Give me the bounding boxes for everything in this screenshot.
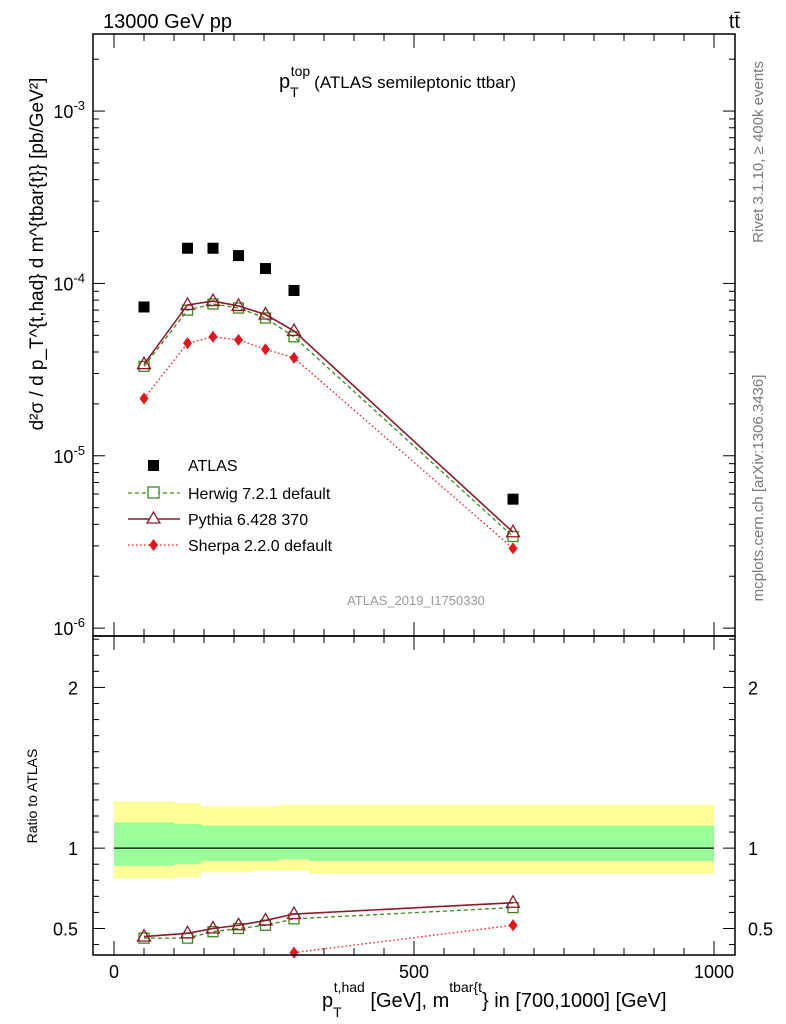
main-y-tick-label: 10-4 [53,270,85,294]
legend-label-herwig: Herwig 7.2.1 default [188,486,331,503]
ratio-point-herwig [207,926,219,938]
ratio-line-pythia [143,901,514,938]
ratio-point-pythia [179,924,196,939]
main-point-sherpa [139,392,149,405]
process-label: tt̄ [729,11,741,33]
main-y-axis-label: d²σ / d p_T^{t,had} d m^{tbar{t}} [pb/Ge… [27,78,48,431]
ratio-y-tick-label: 2 [68,678,78,698]
main-point-atlas [260,263,271,275]
main-y-tick-label: 10-3 [53,98,85,122]
x-tick-label: 500 [399,962,429,982]
ratio-point-herwig [232,922,245,935]
data-series [136,242,521,959]
legend-marker-atlas [148,460,159,471]
main-point-sherpa [508,542,518,555]
legend-entry-atlas: ATLAS [148,458,238,475]
green-band-segment [279,825,309,860]
main-series-sherpa [139,330,518,555]
green-band-segment [174,824,201,865]
main-point-sherpa [183,337,192,350]
main-point-atlas [138,301,150,313]
main-point-pythia [505,523,521,538]
main-y-tick-label: 10-6 [53,615,85,639]
main-point-pythia [205,292,221,307]
mcplots-label: mcplots.cern.ch [arXiv:1306.3436] [750,375,767,602]
main-line-pythia [143,300,514,533]
green-band-segment [309,825,714,861]
main-point-pythia [257,306,274,320]
legend: ATLAS Herwig 7.2.1 default Pythia 6.428 … [128,458,333,555]
main-point-atlas [288,284,300,296]
green-band-segment [114,822,174,866]
main-point-pythia [230,297,247,312]
legend-marker-sherpa [149,539,158,551]
legend-label-sherpa: Sherpa 2.2.0 default [188,538,333,555]
ratio-series-pythia [136,894,521,942]
main-line-herwig [143,303,514,537]
x-tick-label: 0 [109,962,119,982]
main-point-sherpa [261,343,270,356]
main-series-herwig [138,298,519,543]
main-point-sherpa [208,330,218,343]
main-series-atlas [138,242,519,505]
legend-entry-herwig: Herwig 7.2.1 default [128,486,331,503]
legend-entry-sherpa: Sherpa 2.2.0 default [128,538,333,555]
x-tick-label: 1000 [694,962,734,982]
ratio-series-herwig [138,901,519,944]
rivet-label: Rivet 3.1.10, ≥ 400k events [750,61,767,243]
main-point-atlas [207,242,219,254]
green-band-segment [201,825,225,861]
ratio-point-pythia [257,912,274,926]
main-point-pythia [179,296,196,311]
legend-marker-herwig [147,486,160,499]
main-point-atlas [507,493,519,505]
ratio-point-pythia [205,920,221,934]
ratio-point-pythia [136,928,152,942]
main-point-atlas [182,242,193,254]
legend-marker-pythia [145,510,162,524]
legend-label-atlas: ATLAS [188,458,238,475]
main-series-pythia [136,292,521,538]
ratio-plot-frame [92,635,736,956]
main-point-atlas [233,250,244,262]
ratio-y-axis-label: Ratio to ATLAS [24,749,40,844]
ratio-line-sherpa [293,924,514,954]
main-point-pythia [136,355,152,370]
ratio-point-sherpa [508,919,518,932]
main-y-tick-label: 10-5 [53,443,85,467]
ratio-y-tick-label: 1 [68,839,78,859]
ratio-y-tick-label-right: 1 [748,839,758,859]
main-point-pythia [286,322,302,337]
axis-ticks: 10-6 10-5 10-4 10-3 0 500 1000 0.5 0.5 1 1 2 2 [53,34,773,982]
legend-label-pythia: Pythia 6.428 370 [188,512,308,529]
green-band-segment [225,825,252,861]
energy-label: 13000 GeV pp [103,11,232,33]
plot-title: pTtop(ATLAS semileptonic ttbar) [279,63,516,100]
ratio-point-sherpa [289,946,299,959]
main-point-sherpa [234,333,243,346]
x-axis-label: pTt,had [GeV], mtbar{t} in [700,1000] [G… [322,979,667,1020]
ratio-y-tick-label-right: 2 [748,678,758,698]
ratio-point-pythia [230,916,247,931]
ratio-point-pythia [286,905,302,920]
ratio-y-tick-label: 0.5 [53,919,78,939]
green-band-segment [252,825,279,861]
ratio-y-tick-label-right: 0.5 [748,919,773,939]
ratio-uncertainty-bands [114,801,714,879]
ratio-series-sherpa [289,919,518,959]
analysis-label: ATLAS_2019_I1750330 [347,593,485,608]
main-point-sherpa [289,351,299,364]
legend-entry-pythia: Pythia 6.428 370 [128,510,308,529]
ratio-point-pythia [505,894,521,908]
